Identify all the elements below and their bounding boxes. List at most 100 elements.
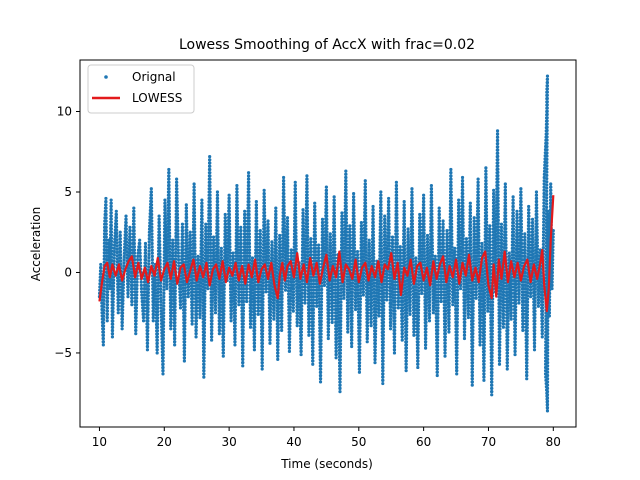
data-point bbox=[102, 298, 106, 303]
data-point bbox=[99, 266, 103, 270]
data-point bbox=[175, 209, 179, 213]
data-point bbox=[233, 317, 237, 322]
data-point bbox=[328, 244, 333, 249]
data-point bbox=[286, 238, 290, 242]
data-point bbox=[248, 258, 252, 262]
data-point bbox=[212, 238, 216, 242]
data-point bbox=[288, 305, 292, 309]
data-point bbox=[381, 365, 385, 370]
data-point bbox=[247, 225, 251, 229]
data-point bbox=[210, 322, 214, 326]
data-point bbox=[192, 188, 196, 192]
data-point bbox=[253, 332, 257, 336]
data-point bbox=[150, 258, 154, 262]
data-point bbox=[224, 234, 228, 239]
data-point bbox=[325, 240, 329, 244]
data-point bbox=[203, 308, 207, 312]
data-point bbox=[156, 316, 160, 320]
data-point bbox=[357, 370, 362, 374]
data-point bbox=[306, 238, 310, 242]
data-point bbox=[369, 314, 373, 318]
data-point bbox=[357, 361, 362, 365]
data-point bbox=[282, 208, 286, 212]
data-point bbox=[173, 324, 177, 328]
data-point bbox=[352, 208, 356, 212]
data-point bbox=[306, 241, 310, 245]
data-point bbox=[147, 265, 151, 269]
data-point bbox=[295, 320, 299, 325]
data-point bbox=[319, 332, 323, 336]
data-point bbox=[306, 250, 310, 254]
data-point bbox=[330, 320, 334, 324]
data-point bbox=[161, 327, 166, 331]
data-point bbox=[167, 186, 171, 191]
data-point bbox=[286, 228, 290, 233]
data-point bbox=[325, 246, 329, 250]
data-point bbox=[111, 309, 115, 314]
data-point bbox=[348, 224, 352, 228]
data-point bbox=[142, 299, 146, 304]
data-point bbox=[262, 204, 267, 208]
data-point bbox=[344, 188, 348, 192]
data-point bbox=[260, 357, 264, 362]
data-point bbox=[311, 330, 315, 334]
data-point bbox=[167, 196, 171, 200]
data-point bbox=[379, 225, 383, 229]
data-point bbox=[132, 238, 136, 242]
data-point bbox=[150, 209, 154, 213]
data-point bbox=[255, 225, 259, 229]
data-point bbox=[132, 235, 136, 239]
data-point bbox=[182, 359, 186, 363]
data-point bbox=[274, 258, 279, 262]
data-point bbox=[161, 330, 166, 334]
data-point bbox=[381, 327, 386, 331]
data-point bbox=[142, 312, 146, 316]
data-point bbox=[350, 306, 354, 310]
data-point bbox=[358, 345, 362, 349]
data-point bbox=[181, 260, 185, 264]
data-point bbox=[258, 232, 262, 236]
data-point bbox=[260, 361, 264, 365]
data-point bbox=[233, 308, 237, 312]
data-point bbox=[162, 295, 166, 299]
data-point bbox=[192, 182, 196, 186]
data-point bbox=[214, 292, 218, 296]
data-point bbox=[165, 286, 169, 291]
data-point bbox=[371, 243, 376, 247]
data-point bbox=[155, 332, 160, 336]
data-point bbox=[363, 185, 367, 189]
data-point bbox=[203, 302, 207, 306]
data-point bbox=[324, 188, 329, 192]
data-point bbox=[176, 232, 180, 236]
data-point bbox=[263, 214, 267, 218]
data-point bbox=[377, 304, 381, 308]
data-point bbox=[167, 222, 172, 226]
data-point bbox=[300, 291, 304, 295]
data-point bbox=[309, 246, 313, 250]
data-point bbox=[235, 225, 240, 229]
data-point bbox=[202, 372, 206, 376]
data-point bbox=[325, 243, 329, 247]
data-point bbox=[278, 243, 282, 247]
data-point bbox=[305, 187, 309, 191]
data-point bbox=[130, 299, 134, 304]
data-point bbox=[169, 324, 173, 328]
data-point bbox=[173, 336, 177, 341]
data-point bbox=[329, 248, 333, 252]
data-point bbox=[171, 251, 175, 255]
data-point bbox=[120, 320, 124, 325]
data-point bbox=[156, 309, 160, 314]
data-point bbox=[157, 224, 161, 228]
data-point bbox=[247, 206, 251, 210]
data-point bbox=[305, 199, 309, 203]
data-point bbox=[379, 196, 383, 200]
data-point bbox=[309, 243, 313, 247]
data-point bbox=[109, 246, 114, 250]
data-point bbox=[294, 218, 298, 223]
data-point bbox=[280, 281, 284, 285]
data-point bbox=[358, 354, 362, 358]
data-point bbox=[363, 201, 368, 205]
data-point bbox=[192, 185, 196, 189]
data-point bbox=[363, 179, 367, 183]
data-point bbox=[115, 250, 119, 255]
